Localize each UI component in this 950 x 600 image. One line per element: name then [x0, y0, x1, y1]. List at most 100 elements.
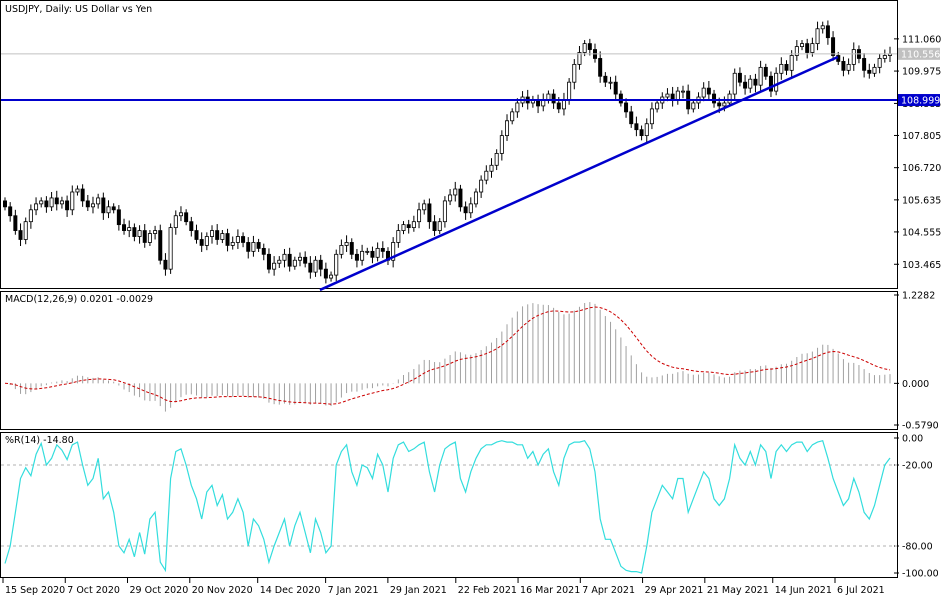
- candle-body: [80, 188, 85, 202]
- candle-body: [587, 43, 592, 50]
- candle-body: [375, 247, 380, 258]
- candle-body: [178, 212, 183, 217]
- candle-body: [484, 170, 489, 181]
- candle-body: [763, 66, 768, 77]
- candle-body: [168, 227, 173, 270]
- candle-body: [101, 197, 106, 214]
- macd-tick-label: -0.5790: [902, 421, 939, 432]
- candle-body: [743, 81, 748, 89]
- candle-body: [85, 200, 90, 208]
- candle-body: [629, 111, 634, 125]
- price-tick-label: 106.720: [902, 163, 941, 174]
- candle-body: [675, 90, 680, 101]
- candle-body: [297, 256, 302, 261]
- candle-body: [815, 28, 820, 45]
- candle-body: [70, 191, 75, 211]
- candle-body: [230, 242, 235, 246]
- candle-body: [396, 230, 401, 243]
- candle-body: [649, 108, 654, 125]
- candle-body: [810, 43, 815, 53]
- candle-body: [706, 87, 711, 95]
- time-tick-label: 22 Feb 2021: [458, 585, 517, 596]
- candle-body: [194, 230, 199, 240]
- candle-body: [261, 247, 266, 255]
- candle-body: [163, 259, 168, 270]
- candle-body: [127, 227, 132, 231]
- candle-body: [90, 203, 95, 208]
- candle-body: [872, 66, 877, 74]
- trend-line: [319, 55, 839, 292]
- candle-body: [618, 93, 623, 104]
- time-tick-label: 16 Mar 2021: [520, 585, 580, 596]
- candle-body: [173, 215, 178, 229]
- candle-body: [313, 259, 318, 273]
- candle-body: [577, 52, 582, 65]
- candle-body: [463, 206, 468, 214]
- williams-r-tick-label: -100.00: [902, 569, 939, 580]
- candle-body: [282, 253, 287, 261]
- candle-body: [344, 242, 349, 246]
- candle-body: [613, 81, 618, 95]
- candle-body: [473, 191, 478, 205]
- candle-body: [882, 55, 887, 59]
- candle-body: [417, 209, 422, 223]
- price-tick-label: 109.975: [902, 67, 941, 78]
- candle-body: [831, 37, 836, 56]
- price-axis: 111.060109.975108.885107.805106.720105.6…: [894, 34, 941, 271]
- current-price-label: 110.556: [901, 49, 940, 60]
- candle-body: [318, 259, 323, 270]
- candle-body: [448, 194, 453, 202]
- candle-body: [158, 230, 163, 261]
- candle-body: [116, 209, 121, 226]
- candle-body: [572, 63, 577, 83]
- time-tick-label: 29 Apr 2021: [645, 585, 704, 596]
- candle-body: [701, 87, 706, 98]
- candle-body: [442, 200, 447, 223]
- time-tick-label: 29 Jan 2021: [390, 585, 447, 596]
- candle-body: [370, 250, 375, 258]
- candle-body: [748, 78, 753, 89]
- candle-body: [846, 63, 851, 71]
- candle-body: [189, 221, 194, 231]
- candle-body: [753, 78, 758, 86]
- candle-body: [510, 111, 515, 122]
- candle-body: [851, 49, 856, 65]
- candle-body: [401, 224, 406, 231]
- candle-body: [308, 262, 313, 273]
- candle-body: [515, 102, 520, 113]
- candle-body: [732, 72, 737, 95]
- candle-body: [220, 233, 225, 240]
- candle-body: [137, 230, 142, 237]
- candle-body: [489, 164, 494, 172]
- candle-body: [877, 58, 882, 68]
- candle-body: [215, 230, 220, 240]
- time-tick-label: 7 Apr 2021: [582, 585, 635, 596]
- price-pane-title: USDJPY, Daily: US Dollar vs Yen: [5, 4, 152, 15]
- time-tick-label: 29 Oct 2020: [130, 585, 189, 596]
- candle-body: [717, 102, 722, 107]
- candle-body: [106, 206, 111, 214]
- candle-body: [132, 227, 137, 237]
- candle-body: [96, 197, 101, 205]
- candle-body: [624, 102, 629, 113]
- candle-body: [354, 253, 359, 261]
- candle-body: [427, 203, 432, 223]
- candle-body: [65, 200, 70, 211]
- candle-body: [75, 188, 80, 193]
- candle-body: [142, 230, 147, 243]
- candle-body: [292, 259, 297, 267]
- candle-body: [241, 236, 246, 243]
- macd-pane: [0, 291, 898, 430]
- time-tick-label: 6 Jul 2021: [837, 585, 885, 596]
- candle-body: [199, 239, 204, 246]
- candle-body: [28, 209, 33, 223]
- candle-body: [380, 247, 385, 252]
- candle-body: [44, 200, 49, 208]
- candle-body: [153, 230, 158, 234]
- candle-body: [339, 245, 344, 255]
- horizontal-level-label-box: [898, 94, 940, 107]
- candle-body: [768, 75, 773, 92]
- candle-body: [794, 46, 799, 56]
- candle-body: [272, 262, 277, 270]
